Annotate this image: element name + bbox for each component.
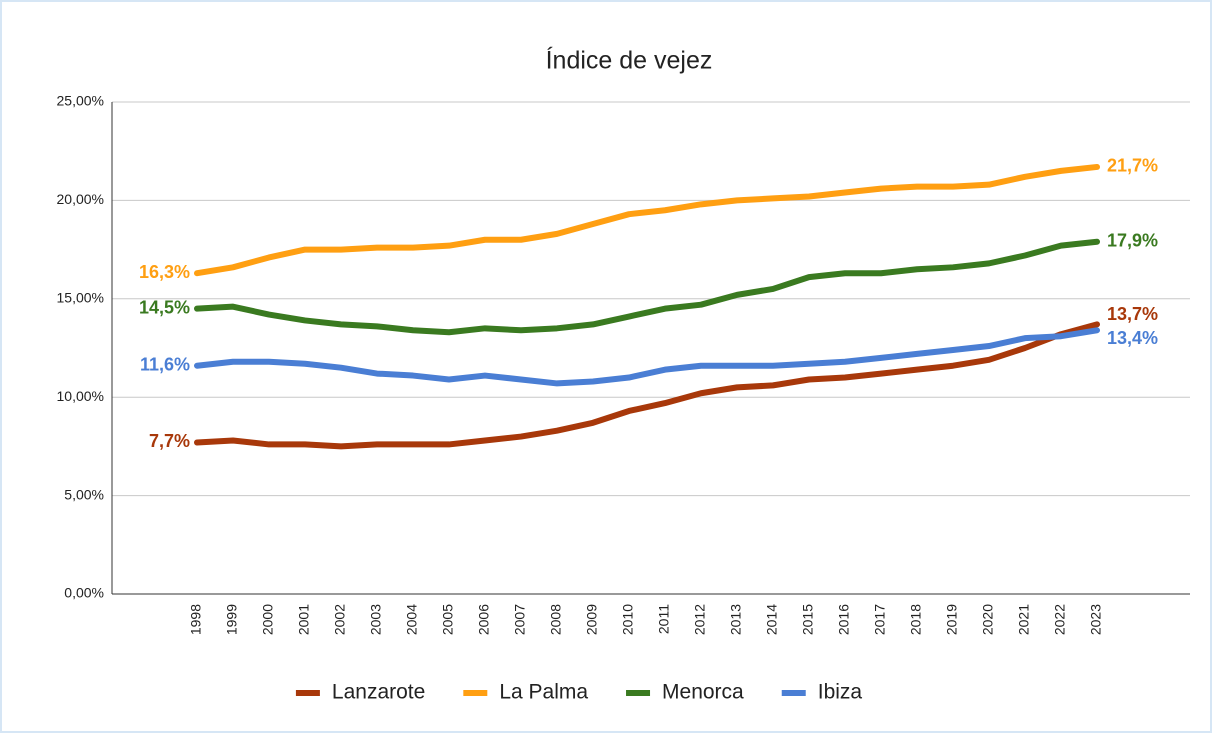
x-tick-label: 2022 (1052, 604, 1068, 635)
x-tick-label: 2018 (908, 604, 924, 635)
x-tick-label: 2023 (1088, 604, 1104, 635)
x-tick-label: 2020 (980, 604, 996, 635)
legend-label: La Palma (499, 681, 588, 704)
x-tick-label: 2012 (692, 604, 708, 635)
x-tick-label: 2003 (368, 604, 384, 635)
y-tick-label: 15,00% (57, 290, 104, 306)
x-tick-label: 2002 (332, 604, 348, 635)
x-tick-label: 2017 (872, 604, 888, 635)
x-tick-label: 2016 (836, 604, 852, 635)
data-label: 13,7% (1107, 304, 1158, 324)
x-tick-label: 2004 (404, 604, 420, 635)
y-tick-label: 20,00% (57, 191, 104, 207)
data-label: 14,5% (139, 297, 190, 317)
x-tick-label: 2006 (476, 604, 492, 635)
legend-label: Lanzarote (332, 681, 425, 704)
legend-label: Menorca (662, 681, 744, 704)
x-tick-label: 2001 (296, 604, 312, 635)
data-label: 21,7% (1107, 156, 1158, 176)
x-tick-label: 1999 (224, 604, 240, 635)
data-label: 16,3% (139, 262, 190, 282)
x-tick-label: 2007 (512, 604, 528, 635)
x-tick-label: 2013 (728, 604, 744, 635)
series-line (194, 163, 1100, 277)
x-tick-label: 2015 (800, 604, 816, 635)
y-tick-label: 5,00% (64, 486, 104, 502)
y-tick-label: 10,00% (57, 388, 104, 404)
y-tick-label: 25,00% (57, 93, 104, 109)
series-line (194, 238, 1100, 336)
x-tick-label: 2005 (440, 604, 456, 635)
data-label: 13,4% (1107, 328, 1158, 348)
x-tick-label: 1998 (188, 604, 204, 635)
x-tick-label: 2010 (620, 604, 636, 635)
series-line (194, 321, 1100, 450)
x-tick-label: 2000 (260, 604, 276, 635)
x-tick-label: 2021 (1016, 604, 1032, 635)
x-tick-label: 2009 (584, 604, 600, 635)
x-tick-label: 2008 (548, 604, 564, 635)
series-line (194, 327, 1100, 387)
x-tick-label: 2019 (944, 604, 960, 635)
y-tick-label: 0,00% (64, 585, 104, 601)
data-label: 11,6% (140, 354, 190, 374)
data-label: 7,7% (149, 431, 190, 451)
data-label: 17,9% (1107, 230, 1158, 250)
chart-title: Índice de vejez (546, 46, 713, 75)
x-tick-label: 2011 (656, 604, 672, 634)
legend-label: Ibiza (818, 681, 863, 704)
x-tick-label: 2014 (764, 604, 780, 635)
